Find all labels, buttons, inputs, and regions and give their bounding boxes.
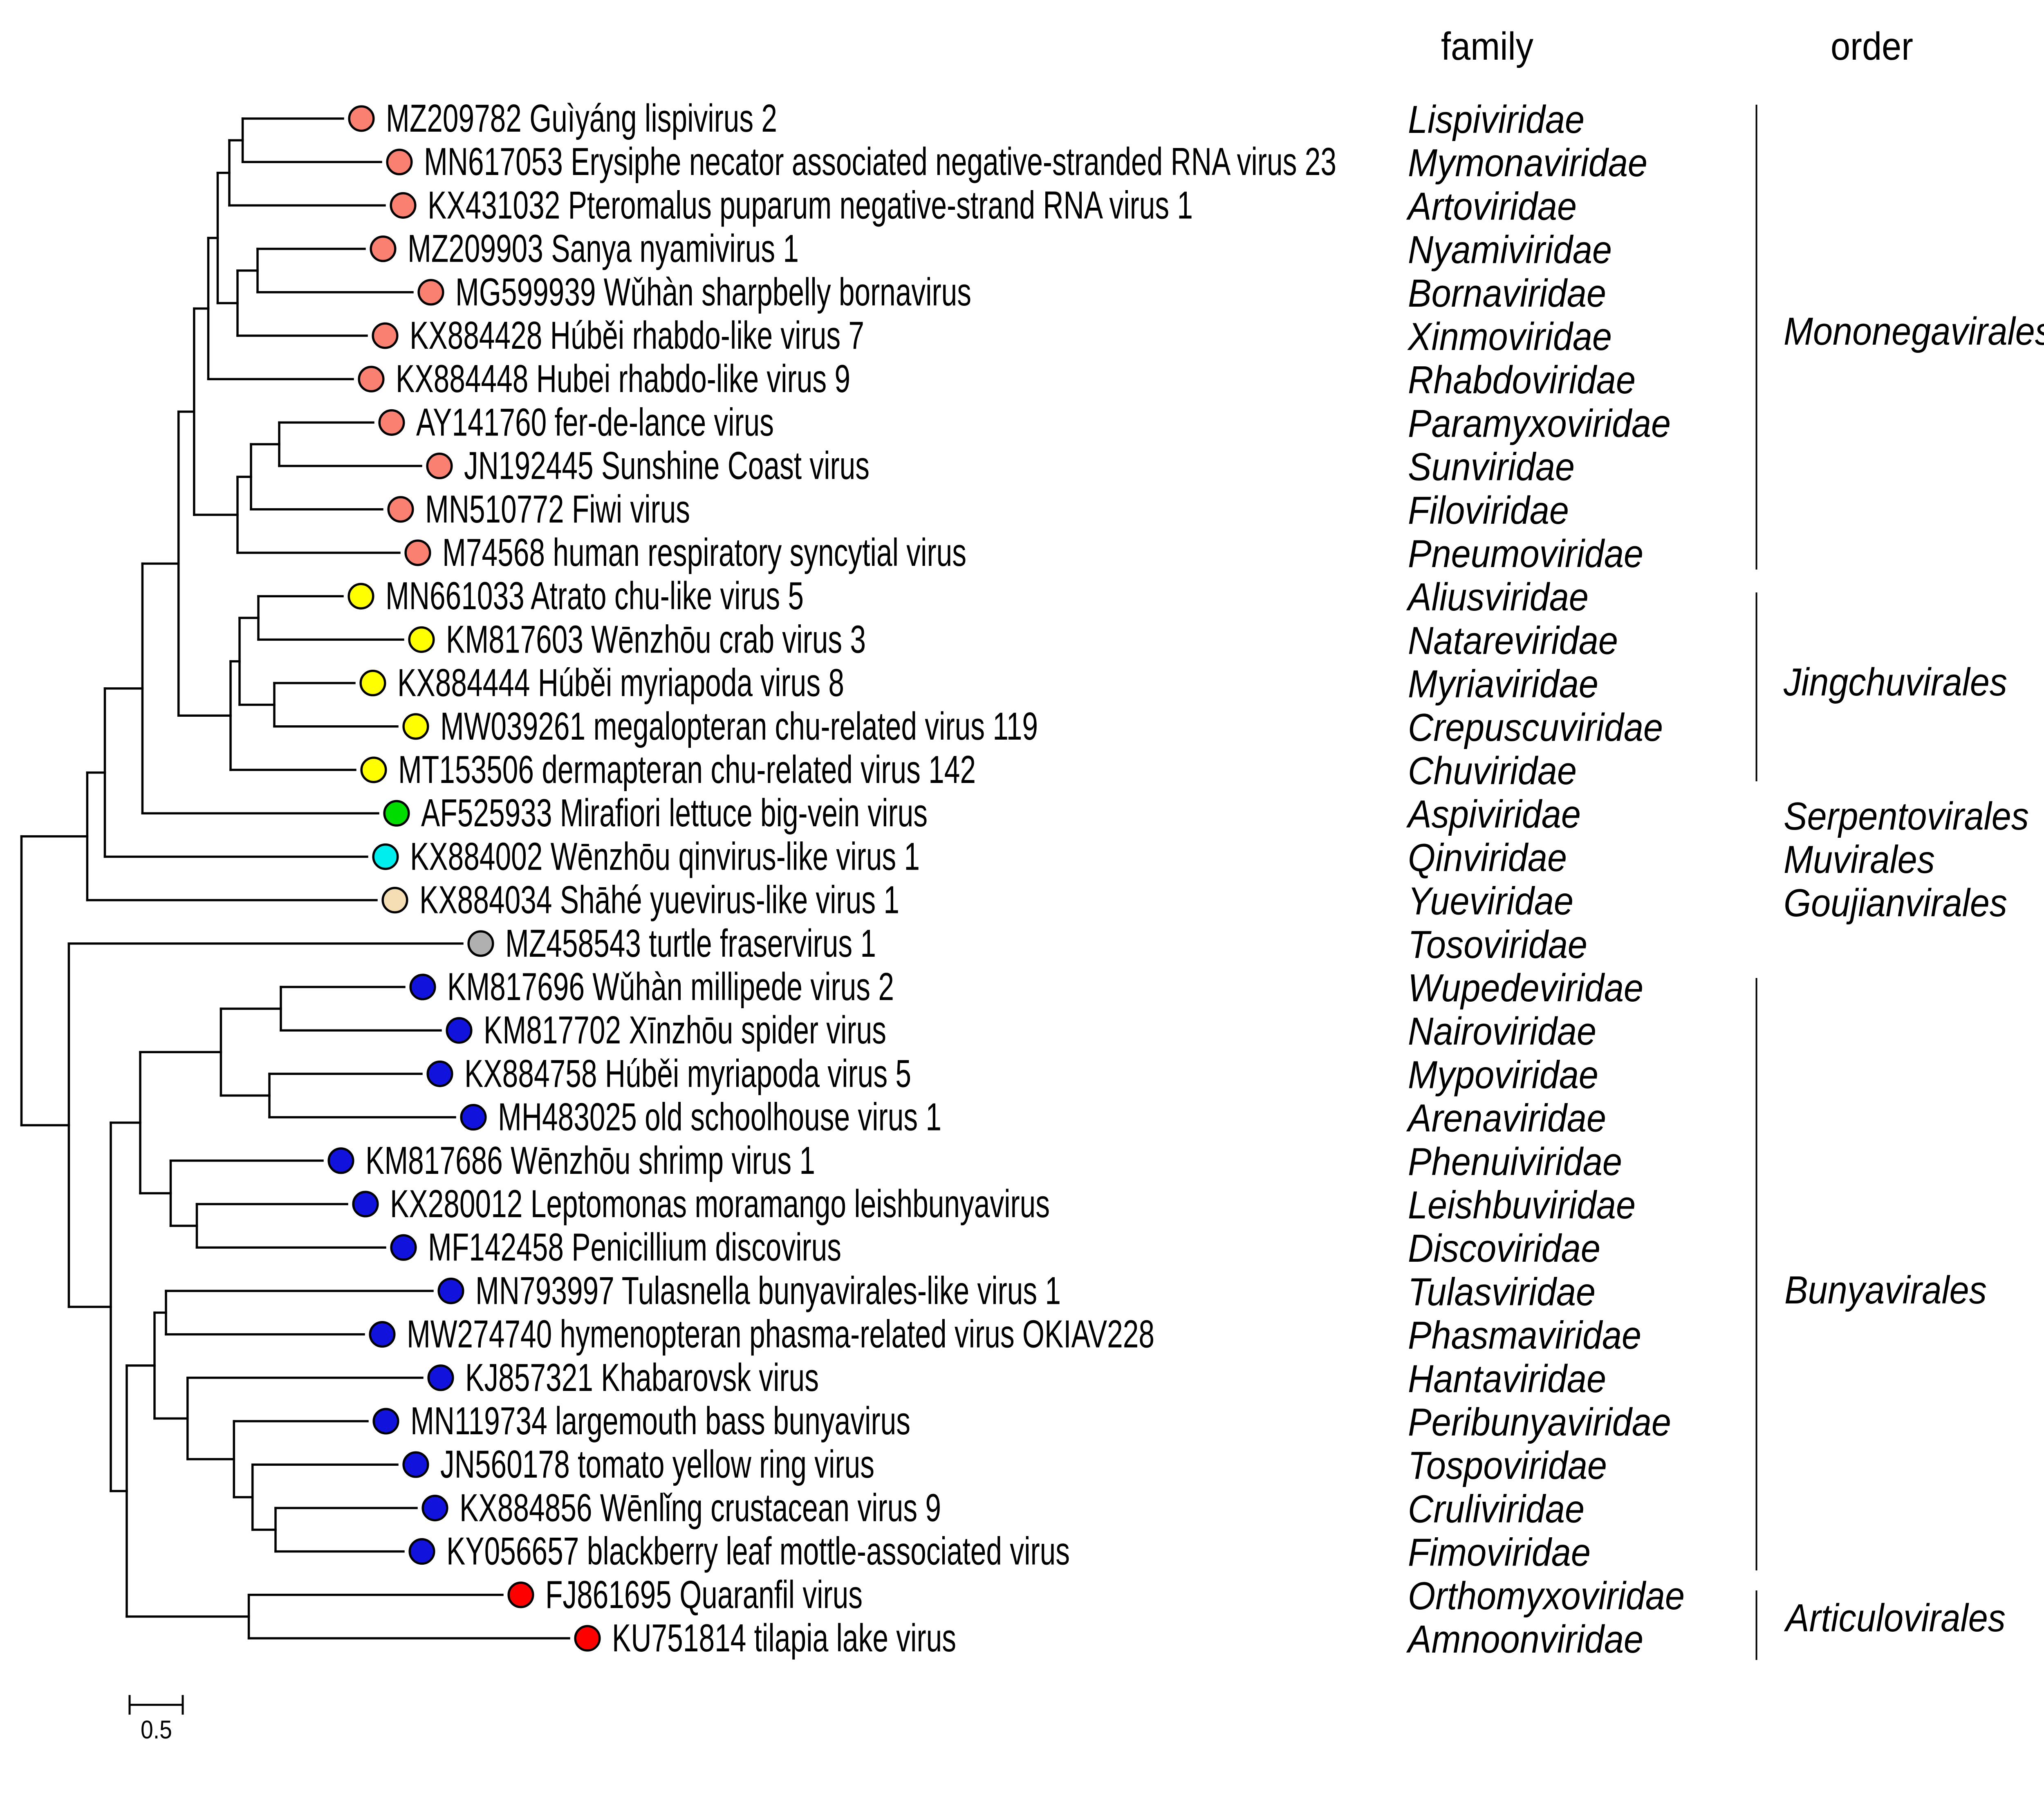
svg-text:Chuviridae: Chuviridae xyxy=(1408,749,1577,793)
svg-text:Qinviridae: Qinviridae xyxy=(1408,836,1567,879)
svg-text:Aspiviridae: Aspiviridae xyxy=(1406,792,1581,836)
svg-text:Wupedeviridae: Wupedeviridae xyxy=(1408,966,1643,1010)
svg-text:Phenuiviridae: Phenuiviridae xyxy=(1408,1140,1622,1184)
svg-text:MG599939 Wǔhàn sharpbelly born: MG599939 Wǔhàn sharpbelly bornavirus xyxy=(455,270,971,314)
svg-text:Mymonaviridae: Mymonaviridae xyxy=(1408,141,1647,185)
svg-text:KM817696 Wǔhàn millipede virus: KM817696 Wǔhàn millipede virus 2 xyxy=(447,965,894,1009)
svg-text:Xinmoviridae: Xinmoviridae xyxy=(1407,315,1612,359)
svg-text:JN560178 tomato yellow ring vi: JN560178 tomato yellow ring virus xyxy=(440,1442,874,1486)
svg-text:Phasmaviridae: Phasmaviridae xyxy=(1408,1314,1641,1357)
svg-text:Bornaviridae: Bornaviridae xyxy=(1408,271,1606,315)
svg-text:Leishbuviridae: Leishbuviridae xyxy=(1408,1183,1636,1227)
svg-text:Pneumoviridae: Pneumoviridae xyxy=(1408,532,1643,576)
svg-text:Fimoviridae: Fimoviridae xyxy=(1408,1531,1591,1575)
svg-text:KU751814 tilapia lake virus: KU751814 tilapia lake virus xyxy=(612,1616,956,1660)
svg-text:MN617053 Erysiphe necator asso: MN617053 Erysiphe necator associated neg… xyxy=(424,140,1336,184)
svg-text:Discoviridae: Discoviridae xyxy=(1408,1227,1600,1270)
svg-text:Muvirales: Muvirales xyxy=(1784,838,1935,881)
svg-text:Tospoviridae: Tospoviridae xyxy=(1408,1444,1607,1487)
svg-text:Amnoonviridae: Amnoonviridae xyxy=(1406,1617,1643,1661)
svg-text:KX884444 Húběi myriapoda virus: KX884444 Húběi myriapoda virus 8 xyxy=(397,661,844,705)
svg-text:Cruliviridae: Cruliviridae xyxy=(1408,1487,1585,1531)
svg-text:Natareviridae: Natareviridae xyxy=(1408,619,1618,662)
svg-text:KJ857321 Khabarovsk virus: KJ857321 Khabarovsk virus xyxy=(465,1356,819,1400)
svg-text:Peribunyaviridae: Peribunyaviridae xyxy=(1408,1400,1671,1444)
svg-text:MN119734 largemouth bass bunya: MN119734 largemouth bass bunyavirus xyxy=(410,1399,910,1443)
svg-text:KM817702 Xīnzhōu spider virus: KM817702 Xīnzhōu spider virus xyxy=(484,1008,886,1052)
svg-text:Mononegavirales: Mononegavirales xyxy=(1784,310,2044,353)
svg-text:KM817603 Wēnzhōu crab virus 3: KM817603 Wēnzhōu crab virus 3 xyxy=(446,617,866,661)
svg-text:MW274740 hymenopteran phasma-r: MW274740 hymenopteran phasma-related vir… xyxy=(407,1312,1154,1356)
svg-text:Tulasviridae: Tulasviridae xyxy=(1408,1270,1596,1314)
svg-text:KX884034 Shāhé yuevirus-like v: KX884034 Shāhé yuevirus-like virus 1 xyxy=(419,878,899,922)
svg-text:KM817686 Wēnzhōu shrimp virus: KM817686 Wēnzhōu shrimp virus 1 xyxy=(365,1139,815,1182)
svg-text:Filoviridae: Filoviridae xyxy=(1408,489,1569,532)
svg-text:KX280012 Leptomonas moramango: KX280012 Leptomonas moramango leishbunya… xyxy=(390,1182,1050,1226)
svg-text:MN510772 Fiwi virus: MN510772 Fiwi virus xyxy=(425,487,690,531)
svg-text:Rhabdoviridae: Rhabdoviridae xyxy=(1408,358,1636,402)
svg-text:Lispiviridae: Lispiviridae xyxy=(1408,98,1585,141)
svg-text:Nairoviridae: Nairoviridae xyxy=(1408,1009,1596,1053)
svg-text:MF142458 Penicillium discoviru: MF142458 Penicillium discovirus xyxy=(428,1225,841,1269)
svg-text:Mypoviridae: Mypoviridae xyxy=(1408,1053,1598,1097)
svg-text:JN192445 Sunshine Coast virus: JN192445 Sunshine Coast virus xyxy=(464,444,870,488)
svg-text:MZ458543 turtle fraservirus 1: MZ458543 turtle fraservirus 1 xyxy=(505,922,876,965)
svg-text:Tosoviridae: Tosoviridae xyxy=(1408,923,1587,967)
svg-text:MH483025 old schoolhouse virus: MH483025 old schoolhouse virus 1 xyxy=(498,1095,941,1139)
svg-text:MZ209903 Sanya nyamivirus 1: MZ209903 Sanya nyamivirus 1 xyxy=(408,227,799,271)
svg-text:KX884448 Hubei rhabdo-like vir: KX884448 Hubei rhabdo-like virus 9 xyxy=(396,357,850,401)
svg-text:MT153506 dermapteran chu-relat: MT153506 dermapteran chu-related virus 1… xyxy=(398,748,976,792)
svg-text:Artoviridae: Artoviridae xyxy=(1406,184,1577,228)
svg-text:Jingchuvirales: Jingchuvirales xyxy=(1783,660,2007,704)
svg-text:Myriaviridae: Myriaviridae xyxy=(1408,662,1598,706)
svg-text:Crepuscuviridae: Crepuscuviridae xyxy=(1408,706,1663,749)
svg-text:family: family xyxy=(1441,25,1533,68)
svg-text:AY141760 fer-de-lance virus: AY141760 fer-de-lance virus xyxy=(416,400,774,444)
svg-text:KX431032 Pteromalus puparum ne: KX431032 Pteromalus puparum negative-str… xyxy=(428,183,1193,227)
svg-text:Paramyxoviridae: Paramyxoviridae xyxy=(1408,401,1671,445)
svg-text:Sunviridae: Sunviridae xyxy=(1408,445,1575,489)
svg-text:MN661033 Atrato chu-like virus: MN661033 Atrato chu-like virus 5 xyxy=(385,574,804,618)
svg-text:KX884428 Húběi rhabdo-like vir: KX884428 Húběi rhabdo-like virus 7 xyxy=(410,314,864,357)
svg-text:Nyamiviridae: Nyamiviridae xyxy=(1408,228,1612,272)
svg-text:MZ209782 Guìyáng lispivirus 2: MZ209782 Guìyáng lispivirus 2 xyxy=(386,96,777,140)
svg-text:Arenaviridae: Arenaviridae xyxy=(1406,1097,1606,1140)
svg-text:MW039261 megalopteran chu-rela: MW039261 megalopteran chu-related virus … xyxy=(440,704,1038,748)
svg-text:M74568 human respiratory syncy: M74568 human respiratory syncytial virus xyxy=(442,531,966,574)
svg-text:Hantaviridae: Hantaviridae xyxy=(1408,1357,1606,1401)
svg-text:order: order xyxy=(1831,25,1913,68)
svg-text:AF525933 Mirafiori lettuce big: AF525933 Mirafiori lettuce big-vein viru… xyxy=(421,791,928,835)
svg-text:Yueviridae: Yueviridae xyxy=(1408,879,1573,923)
svg-text:KY056657 blackberry leaf mottl: KY056657 blackberry leaf mottle-associat… xyxy=(446,1530,1070,1573)
svg-text:FJ861695 Quaranfil virus: FJ861695 Quaranfil virus xyxy=(545,1573,863,1617)
svg-text:MN793997 Tulasnella bunyaviral: MN793997 Tulasnella bunyavirales-like vi… xyxy=(475,1269,1061,1312)
svg-text:Serpentovirales: Serpentovirales xyxy=(1784,794,2029,838)
svg-text:Goujianvirales: Goujianvirales xyxy=(1784,881,2007,925)
svg-text:KX884002 Wēnzhōu qinvirus-like: KX884002 Wēnzhōu qinvirus-like virus 1 xyxy=(410,834,920,878)
svg-text:KX884856 Wēnlǐng crustacean vi: KX884856 Wēnlǐng crustacean virus 9 xyxy=(459,1486,941,1530)
svg-text:Articulovirales: Articulovirales xyxy=(1784,1596,2006,1640)
svg-text:Orthomyxoviridae: Orthomyxoviridae xyxy=(1408,1574,1685,1618)
svg-text:KX884758 Húběi myriapoda virus: KX884758 Húběi myriapoda virus 5 xyxy=(464,1052,911,1095)
svg-text:0.5: 0.5 xyxy=(141,1716,172,1744)
svg-text:Aliusviridae: Aliusviridae xyxy=(1406,575,1589,619)
svg-text:Bunyavirales: Bunyavirales xyxy=(1784,1268,1987,1312)
